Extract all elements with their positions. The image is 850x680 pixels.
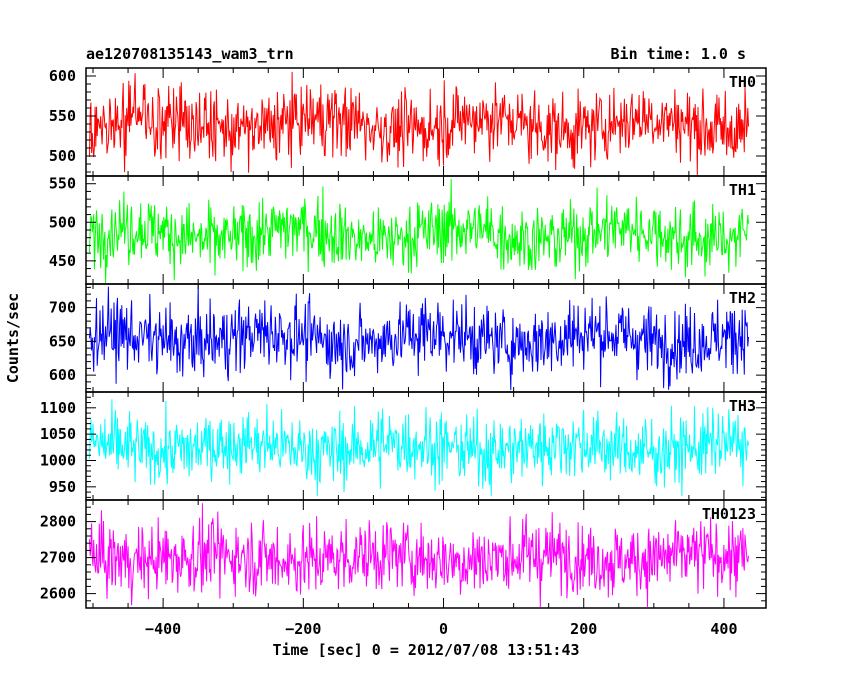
x-tick-label: 0 bbox=[439, 620, 448, 638]
y-tick-label-th0: 500 bbox=[49, 147, 76, 165]
panel-label-th0: TH0 bbox=[729, 73, 756, 91]
x-axis-label: Time [sec] 0 = 2012/07/08 13:51:43 bbox=[272, 641, 579, 659]
y-tick-label-th3: 950 bbox=[49, 478, 76, 496]
y-tick-label-th0123: 2600 bbox=[40, 585, 76, 603]
panel-label-th1: TH1 bbox=[729, 181, 756, 199]
y-tick-label-th0123: 2800 bbox=[40, 513, 76, 531]
y-tick-label-th0123: 2700 bbox=[40, 549, 76, 567]
y-tick-label-th3: 1000 bbox=[40, 451, 76, 469]
y-tick-label-th0: 600 bbox=[49, 67, 76, 85]
series-line-th0 bbox=[89, 71, 749, 176]
y-tick-label-th2: 650 bbox=[49, 332, 76, 350]
y-tick-label-th1: 500 bbox=[49, 213, 76, 231]
panel-label-th2: TH2 bbox=[729, 289, 756, 307]
series-line-th2 bbox=[89, 284, 749, 391]
y-axis-label: Counts/sec bbox=[4, 293, 22, 383]
series-line-th0123 bbox=[89, 503, 749, 608]
x-tick-label: 400 bbox=[710, 620, 737, 638]
y-tick-label-th2: 600 bbox=[49, 366, 76, 384]
y-tick-label-th1: 450 bbox=[49, 252, 76, 270]
chart-title: ae120708135143_wam3_trn bbox=[86, 45, 294, 63]
series-line-th3 bbox=[89, 399, 749, 497]
x-tick-label: −400 bbox=[145, 620, 181, 638]
y-tick-label-th2: 700 bbox=[49, 299, 76, 317]
panel-label-th3: TH3 bbox=[729, 397, 756, 415]
series-line-th1 bbox=[89, 178, 749, 284]
panel-frame-th0123 bbox=[85, 499, 767, 609]
y-tick-label-th3: 1050 bbox=[40, 425, 76, 443]
y-tick-label-th3: 1100 bbox=[40, 399, 76, 417]
y-tick-label-th0: 550 bbox=[49, 107, 76, 125]
x-tick-label: 200 bbox=[570, 620, 597, 638]
bin-time-label: Bin time: 1.0 s bbox=[610, 45, 746, 63]
y-tick-label-th1: 550 bbox=[49, 175, 76, 193]
x-tick-label: −200 bbox=[285, 620, 321, 638]
panel-label-th0123: TH0123 bbox=[702, 505, 756, 523]
